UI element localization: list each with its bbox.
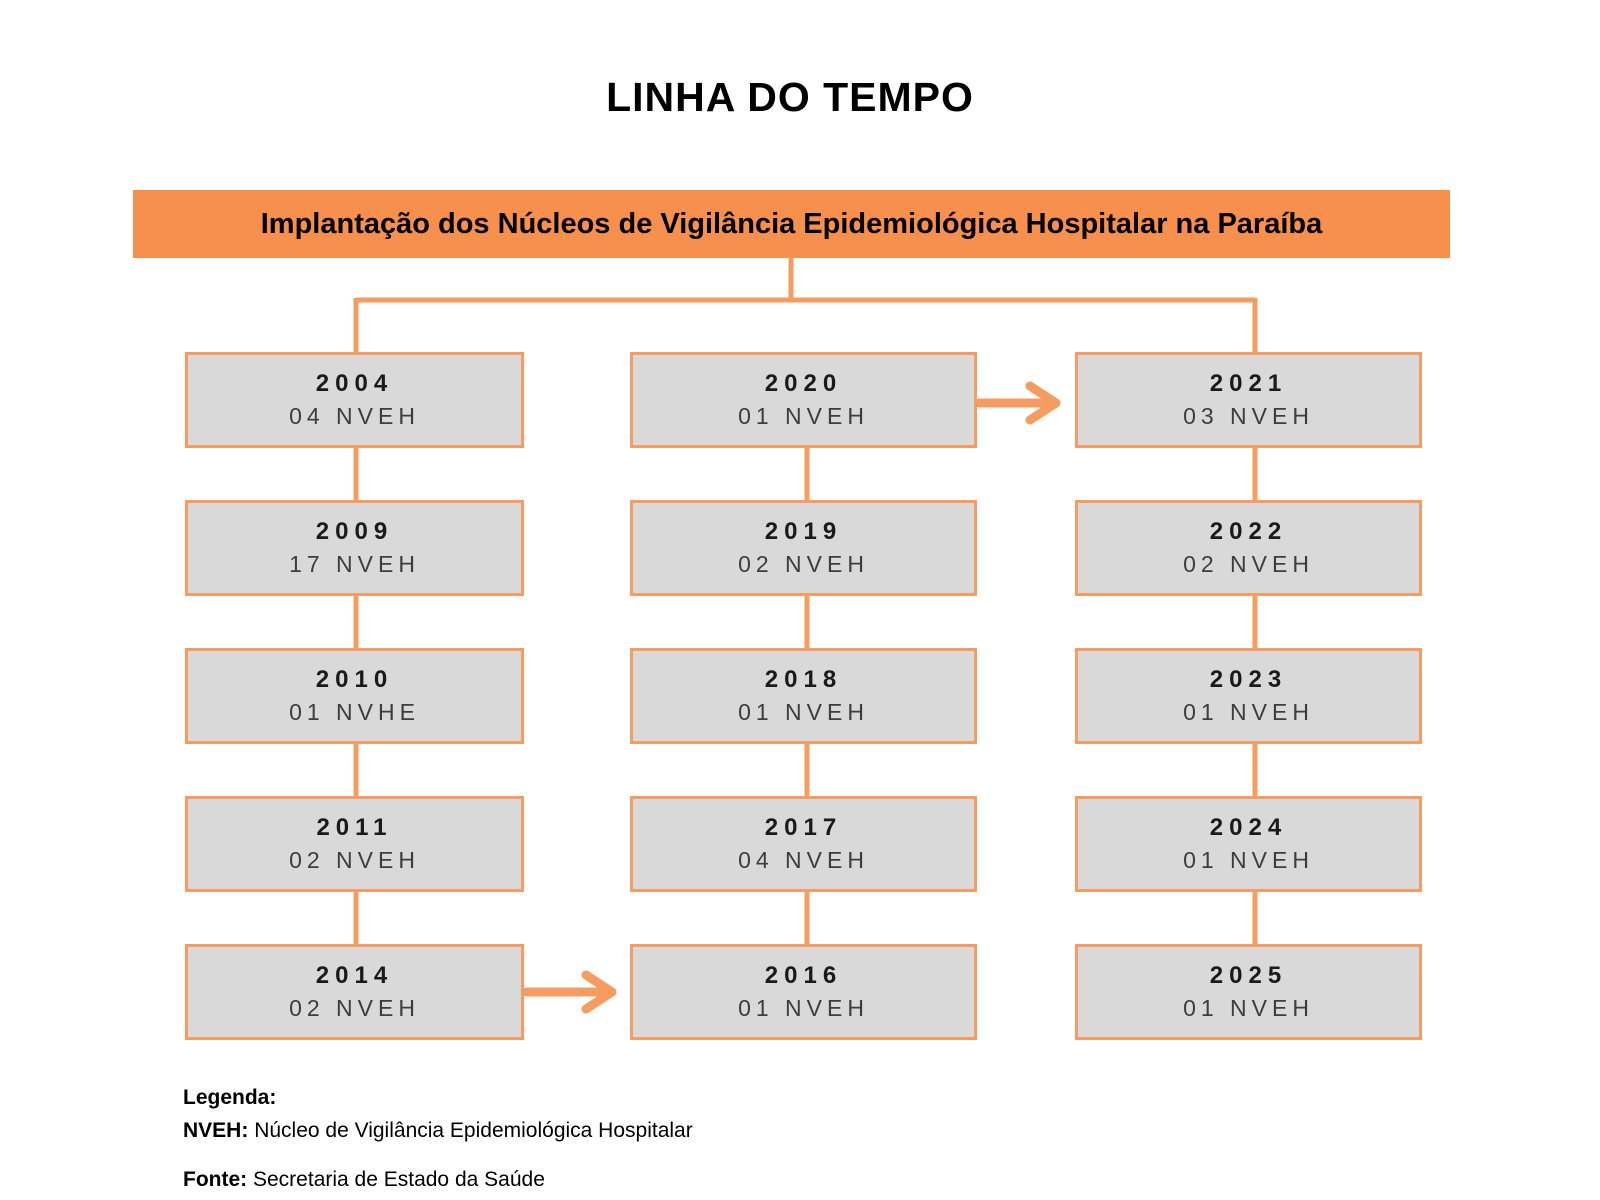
- nveh-count: 01 NVEH: [738, 995, 869, 1021]
- year-label: 2010: [315, 666, 394, 693]
- nveh-count: 01 NVEH: [1183, 995, 1314, 1021]
- nveh-count: 17 NVEH: [289, 551, 420, 577]
- nveh-count: 01 NVEH: [1183, 847, 1314, 873]
- legend-title: Legenda:: [183, 1086, 277, 1109]
- legend-definition: NVEH: Núcleo de Vigilância Epidemiológic…: [183, 1115, 693, 1148]
- year-box-2022: 2022 02 NVEH: [1075, 500, 1422, 596]
- nveh-count: 01 NVHE: [289, 699, 420, 725]
- year-box-2020: 2020 01 NVEH: [630, 352, 977, 448]
- year-box-2004: 2004 04 NVEH: [185, 352, 524, 448]
- year-box-2016: 2016 01 NVEH: [630, 944, 977, 1040]
- year-box-2021: 2021 03 NVEH: [1075, 352, 1422, 448]
- nveh-count: 01 NVEH: [738, 403, 869, 429]
- year-label: 2019: [764, 518, 843, 545]
- nveh-count: 01 NVEH: [738, 699, 869, 725]
- year-label: 2020: [764, 370, 843, 397]
- year-label: 2017: [764, 814, 843, 841]
- year-label: 2021: [1209, 370, 1288, 397]
- source-label: Fonte:: [183, 1168, 248, 1192]
- banner-header: Implantação dos Núcleos de Vigilância Ep…: [133, 190, 1450, 258]
- nveh-count: 02 NVEH: [1183, 551, 1314, 577]
- year-label: 2004: [315, 370, 394, 397]
- year-label: 2022: [1209, 518, 1288, 545]
- page-title: LINHA DO TEMPO: [606, 74, 974, 120]
- year-box-2019: 2019 02 NVEH: [630, 500, 977, 596]
- year-label: 2014: [315, 962, 394, 989]
- arrow-2014-to-2016-icon: [522, 970, 617, 1014]
- year-label: 2018: [764, 666, 843, 693]
- year-box-2009: 2009 17 NVEH: [185, 500, 524, 596]
- nveh-count: 02 NVEH: [289, 847, 420, 873]
- year-box-2025: 2025 01 NVEH: [1075, 944, 1422, 1040]
- year-box-2011: 2011 02 NVEH: [185, 796, 524, 892]
- nveh-count: 04 NVEH: [289, 403, 420, 429]
- legend-source: Fonte: Secretaria de Estado da Saúde: [183, 1164, 693, 1197]
- year-box-2017: 2017 04 NVEH: [630, 796, 977, 892]
- year-box-2018: 2018 01 NVEH: [630, 648, 977, 744]
- nveh-count: 03 NVEH: [1183, 403, 1314, 429]
- year-box-2024: 2024 01 NVEH: [1075, 796, 1422, 892]
- nveh-count: 04 NVEH: [738, 847, 869, 873]
- legend: Legenda: NVEH: Núcleo de Vigilância Epid…: [183, 1082, 693, 1197]
- arrow-2020-to-2021-icon: [974, 381, 1061, 425]
- nveh-count: 01 NVEH: [1183, 699, 1314, 725]
- nveh-count: 02 NVEH: [738, 551, 869, 577]
- nveh-count: 02 NVEH: [289, 995, 420, 1021]
- legend-term: NVEH:: [183, 1118, 249, 1142]
- year-label: 2009: [315, 518, 394, 545]
- year-box-2010: 2010 01 NVHE: [185, 648, 524, 744]
- year-label: 2025: [1209, 962, 1288, 989]
- year-box-2014: 2014 02 NVEH: [185, 944, 524, 1040]
- year-box-2023: 2023 01 NVEH: [1075, 648, 1422, 744]
- year-label: 2011: [316, 814, 393, 841]
- source-text: Secretaria de Estado da Saúde: [253, 1168, 545, 1192]
- year-label: 2024: [1209, 814, 1288, 841]
- year-label: 2023: [1209, 666, 1288, 693]
- year-label: 2016: [764, 962, 843, 989]
- legend-term-definition: Núcleo de Vigilância Epidemiológica Hosp…: [254, 1118, 693, 1142]
